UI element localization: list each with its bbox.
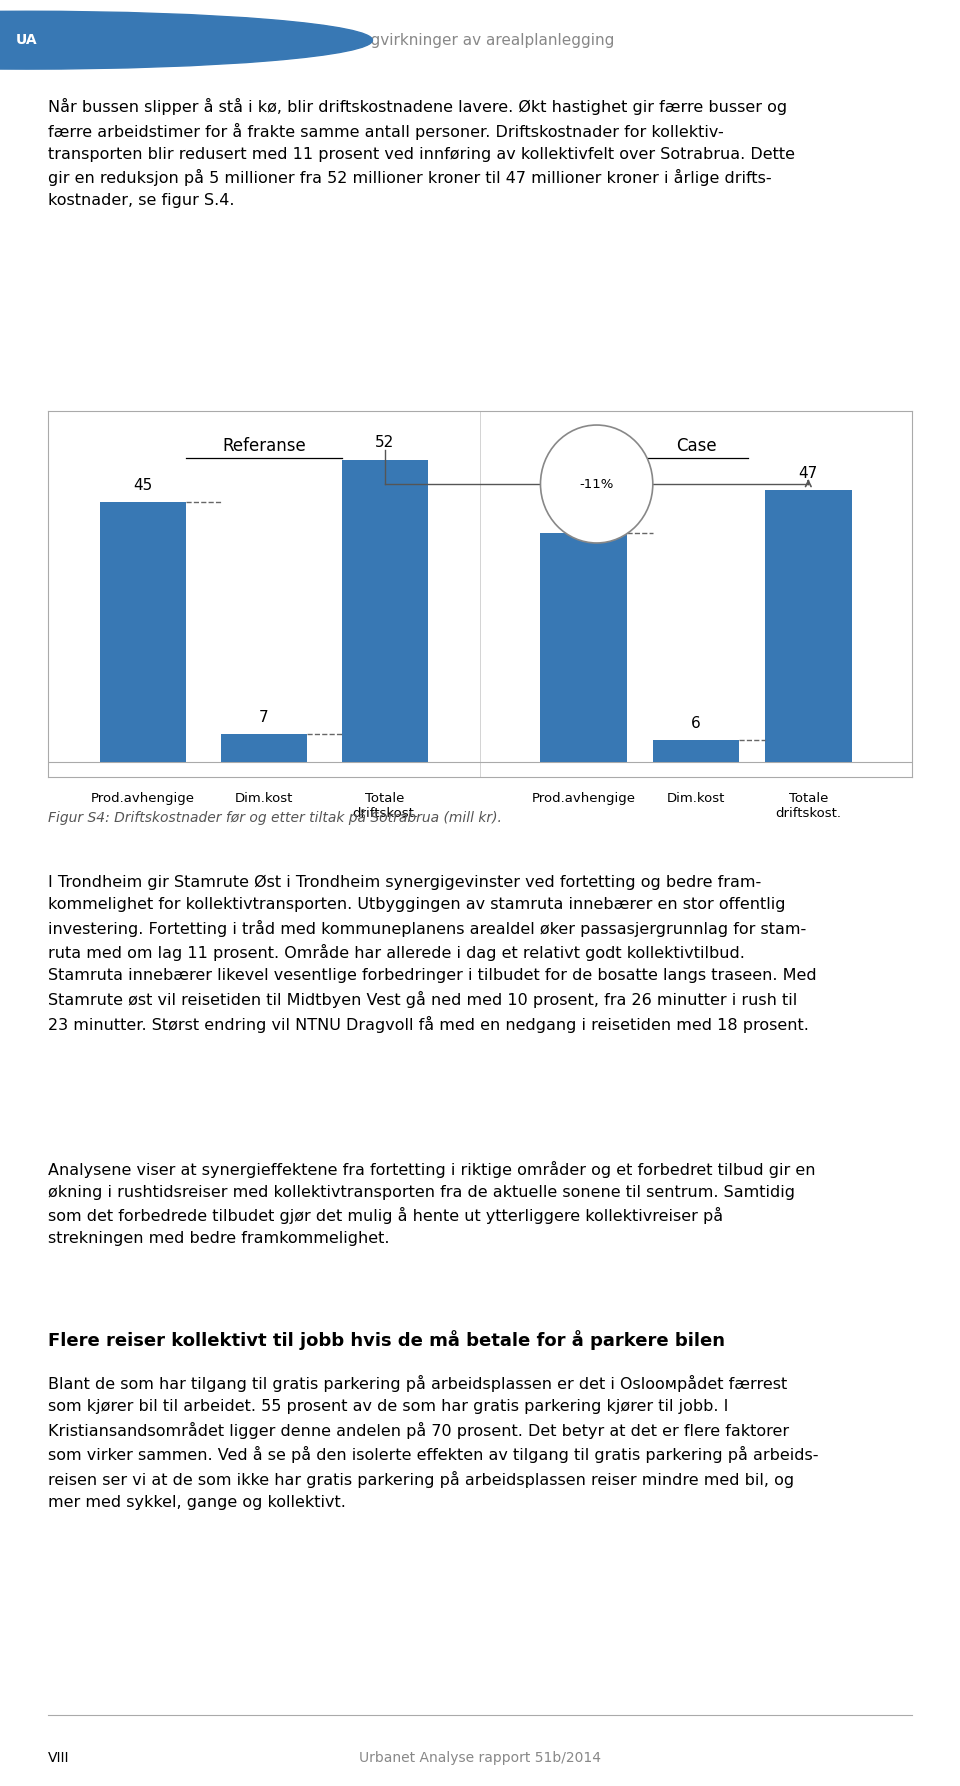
Bar <box>221 734 307 763</box>
Text: Dim.kost: Dim.kost <box>235 791 293 804</box>
Text: -11%: -11% <box>580 477 613 491</box>
Text: Blant de som har tilgang til gratis parkering på arbeidsplassen er det i Osloомр: Blant de som har tilgang til gratis park… <box>48 1375 819 1509</box>
Text: I Trondheim gir Stamrute Øst i Trondheim synergigevinster ved fortetting og bedr: I Trondheim gir Stamrute Øst i Trondheim… <box>48 875 817 1032</box>
Text: Når bussen slipper å stå i kø, blir driftskostnadene lavere. Økt hastighet gir f: Når bussen slipper å stå i kø, blir drif… <box>48 98 795 207</box>
Text: Flere reiser kollektivt til jobb hvis de må betale for å parkere bilen: Flere reiser kollektivt til jobb hvis de… <box>48 1331 725 1350</box>
Text: Prod.avhengige: Prod.avhengige <box>532 791 636 804</box>
Text: UA: UA <box>16 34 37 46</box>
Text: 7: 7 <box>259 711 269 725</box>
Bar <box>342 459 428 763</box>
Text: Referanse: Referanse <box>222 438 306 455</box>
Text: 45: 45 <box>133 479 153 493</box>
Text: Totale
driftskost.: Totale driftskost. <box>352 791 418 820</box>
Text: VIII: VIII <box>48 1750 69 1765</box>
Circle shape <box>0 11 372 70</box>
Bar <box>765 489 852 763</box>
Text: Figur S4: Driftskostnader før og etter tiltak på Sotrabrua (mill kr).: Figur S4: Driftskostnader før og etter t… <box>48 809 502 825</box>
Text: Analysene viser at synergieffektene fra fortetting i riktige områder og et forbe: Analysene viser at synergieffektene fra … <box>48 1161 815 1247</box>
Text: Totale
driftskost.: Totale driftskost. <box>776 791 841 820</box>
Bar <box>540 532 627 763</box>
Text: 40: 40 <box>574 509 593 523</box>
Text: Ringvirkninger av arealplanlegging: Ringvirkninger av arealplanlegging <box>346 32 614 48</box>
Text: 47: 47 <box>799 466 818 480</box>
Text: Case: Case <box>676 438 716 455</box>
Bar <box>100 502 186 763</box>
Text: Urbanet Analyse rapport 51b/2014: Urbanet Analyse rapport 51b/2014 <box>359 1750 601 1765</box>
Ellipse shape <box>540 425 653 543</box>
Text: Dim.kost: Dim.kost <box>667 791 725 804</box>
Text: 52: 52 <box>375 436 395 450</box>
Bar <box>653 739 739 763</box>
Text: Prod.avhengige: Prod.avhengige <box>91 791 195 804</box>
Text: 6: 6 <box>691 716 701 730</box>
